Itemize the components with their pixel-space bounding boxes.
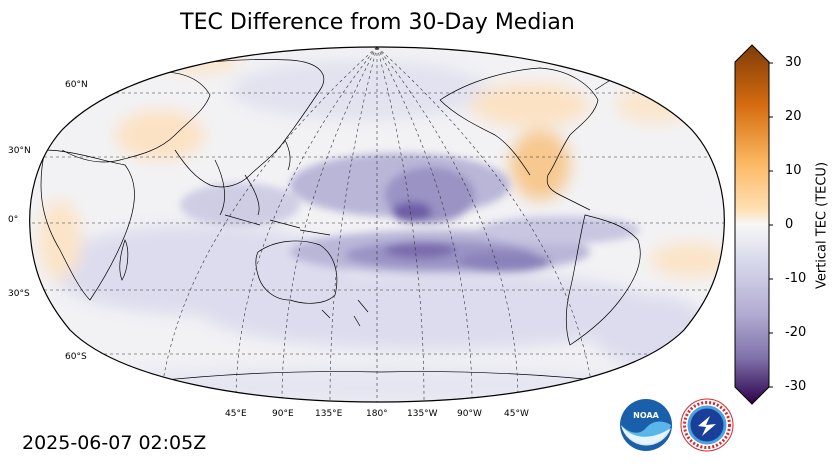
tec-field: [29, 47, 725, 402]
colorbar-tick-30: 30: [785, 55, 802, 70]
noaa-logo: NOAA: [620, 399, 672, 451]
lat-label-60n: 60°N: [65, 80, 88, 90]
colorbar-tick-m20: -20: [785, 325, 807, 340]
colorbar-label: Vertical TEC (TECU): [814, 161, 830, 290]
colorbar-tick-m10: -10: [785, 271, 807, 286]
map-title: TEC Difference from 30-Day Median: [180, 10, 575, 35]
lat-label-0: 0°: [8, 215, 19, 225]
lat-label-30s: 30°S: [8, 289, 30, 299]
colorbar: [734, 44, 773, 405]
globe-outline: [29, 46, 725, 403]
colorbar-tick-0: 0: [785, 217, 794, 232]
lon-label-180: 180°: [366, 409, 388, 419]
lat-label-30n: 30°N: [8, 146, 31, 156]
lon-label-90w: 90°W: [457, 409, 482, 419]
lon-label-45w: 45°W: [504, 409, 529, 419]
noaa-logo-text: NOAA: [633, 411, 659, 420]
lon-label-135e: 135°E: [315, 409, 343, 419]
colorbar-tick-m30: -30: [785, 379, 807, 394]
lon-label-135w: 135°W: [407, 409, 438, 419]
lat-label-60s: 60°S: [65, 352, 87, 362]
colorbar-tick-10: 10: [785, 163, 802, 178]
nws-logo: [680, 398, 734, 452]
timestamp: 2025-06-07 02:05Z: [22, 432, 207, 454]
lon-label-45e: 45°E: [225, 409, 247, 419]
graticule: [29, 47, 725, 402]
colorbar-tick-20: 20: [785, 109, 802, 124]
lon-label-90e: 90°E: [272, 409, 294, 419]
